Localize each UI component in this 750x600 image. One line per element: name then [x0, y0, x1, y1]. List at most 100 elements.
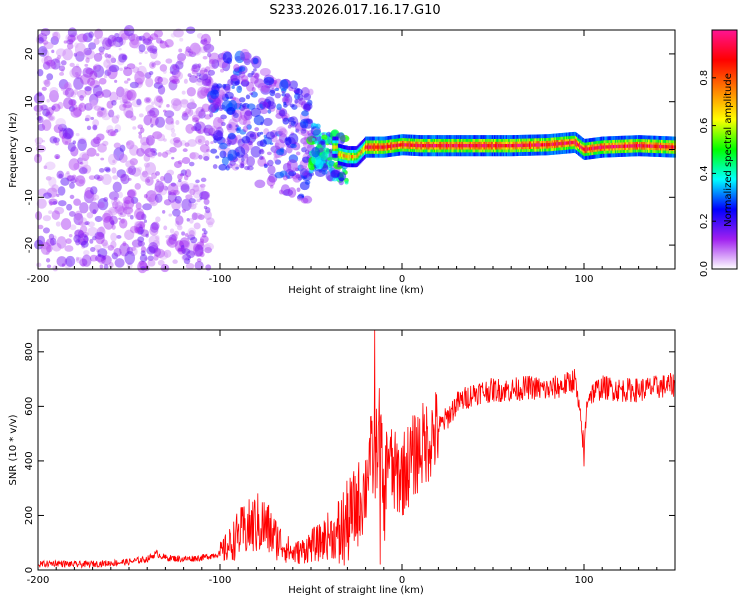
spectrogram-cell [64, 141, 69, 144]
spectrogram-ridge-cell [378, 145, 381, 149]
spectrogram-cell [145, 41, 155, 52]
spectrogram-cell [231, 85, 235, 90]
spectrogram-cell [145, 233, 149, 238]
spectrogram-cell [199, 249, 204, 253]
spectrogram-cell [261, 156, 265, 160]
spectrogram-cell [193, 212, 203, 220]
spectrogram-ridge-cell [632, 144, 635, 148]
spectrogram-ridge-cell [472, 144, 474, 148]
spectrogram-cell [181, 112, 189, 121]
spectrogram-cell [152, 48, 158, 55]
spectrogram-ridge-cell [355, 154, 358, 159]
spectrogram-cell [293, 87, 300, 95]
spectrogram-cell [213, 129, 224, 141]
spectrogram-ridge-cell [654, 144, 657, 148]
spectrogram-cell [203, 124, 214, 137]
spectrogram-cell [156, 179, 160, 183]
spectrogram-cell [43, 192, 52, 199]
spectrogram-cell [118, 217, 122, 220]
spectrogram-cell [266, 151, 272, 156]
spectrogram-cell [103, 197, 109, 202]
spectrogram-cell [163, 185, 169, 191]
spectrogram-cell [77, 165, 89, 174]
spectrogram-cell [40, 104, 48, 111]
spectrogram-cell [107, 153, 118, 166]
spectrogram-cell [258, 97, 267, 105]
spectrogram-cell [142, 32, 152, 44]
spectrogram-cell [80, 240, 89, 248]
spectrogram-ridge-cell [574, 140, 577, 145]
spectrogram-ridge-cell [655, 144, 658, 149]
spectrogram-cell [146, 178, 151, 183]
spectrogram-cell [42, 30, 47, 36]
spectrogram-ridge-cell [353, 154, 355, 159]
spectrogram-cell [129, 39, 140, 49]
spectrogram-cell [85, 114, 91, 122]
spectrogram-ridge-cell [374, 145, 377, 149]
spectrogram-ridge-cell [527, 143, 530, 147]
spectrogram-cell [52, 201, 58, 205]
spectrogram-ridge-cell [602, 145, 604, 149]
spectrogram-cell [132, 38, 141, 49]
spectrogram-cell [74, 210, 83, 221]
spectrogram-ridge-cell [670, 145, 673, 149]
spectrogram-cell [175, 215, 184, 226]
spectrogram-cell [284, 97, 289, 102]
spectrogram-cell [256, 131, 261, 137]
spectrogram-cell [175, 120, 180, 126]
spectrogram-cell [126, 262, 133, 269]
spectrogram-cell [90, 186, 98, 195]
spectrogram-ridge-cell [551, 142, 554, 146]
spectrogram-cell [240, 161, 245, 166]
spectrogram-ridge-cell [381, 145, 384, 149]
spectrogram-cell [49, 201, 53, 206]
spectrogram-cell [41, 57, 49, 64]
spectrogram-cell [75, 133, 80, 137]
spectrogram-cell [181, 90, 186, 95]
spectrogram-cell [228, 118, 239, 131]
spectrogram-ridge-cell [664, 145, 667, 149]
spectrogram-cell [81, 245, 86, 249]
spectrogram-x-tick-label: 0 [399, 274, 405, 285]
spectrogram-cell [92, 235, 97, 241]
spectrogram-cell [337, 164, 341, 168]
spectrogram-cell [209, 103, 220, 114]
spectrogram-cell [101, 239, 108, 247]
spectrogram-cell [196, 72, 202, 77]
spectrogram-cell [84, 86, 92, 92]
spectrogram-cell [122, 103, 127, 108]
spectrogram-cell [170, 182, 177, 187]
spectrogram-cell [83, 47, 92, 56]
spectrogram-cell [286, 175, 290, 179]
spectrogram-cell [37, 69, 44, 77]
snr-x-ticks: -200 -100 0 100 [27, 330, 676, 586]
spectrogram-cell [204, 242, 215, 251]
spectrogram-ridge-cell [640, 144, 643, 148]
spectrogram-cell [292, 167, 299, 172]
spectrogram-cell [259, 67, 271, 77]
spectrogram-cell [149, 61, 156, 69]
spectrogram-cell [194, 66, 199, 72]
spectrogram-cell [210, 148, 218, 154]
snr-marks [38, 329, 676, 569]
spectrogram-cell [120, 173, 130, 185]
spectrogram-ridge-cell [409, 143, 412, 147]
spectrogram-cell [114, 258, 125, 268]
snr-x-tick-label: -100 [209, 575, 232, 586]
spectrogram-cell [56, 236, 67, 249]
spectrogram-ridge-cell [522, 143, 525, 148]
spectrogram-cell [107, 129, 116, 137]
spectrogram-cell [300, 129, 310, 137]
spectrogram-ridge-cell [659, 144, 662, 149]
spectrogram-cell [92, 65, 97, 70]
colorbar-ticks: 0.0 0.2 0.4 0.6 0.8 [699, 70, 716, 277]
spectrogram-cell [46, 245, 53, 253]
spectrogram-cell [232, 112, 239, 119]
spectrogram-ridge-cell [493, 144, 496, 148]
spectrogram-cell [103, 216, 115, 230]
spectrogram-cell [204, 247, 212, 254]
spectrogram-cell [73, 89, 79, 95]
spectrogram-cell [74, 229, 84, 237]
spectrogram-cell [34, 137, 44, 145]
